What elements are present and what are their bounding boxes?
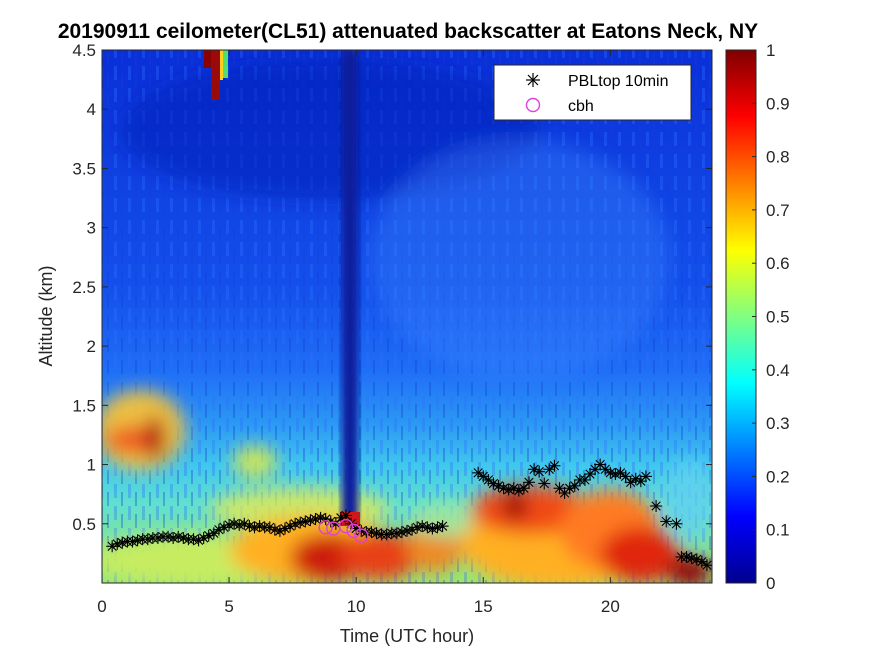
colorbar-tick-label: 0.5 — [766, 308, 790, 327]
colorbar-tick-label: 0.7 — [766, 201, 790, 220]
y-tick-label: 4.5 — [72, 41, 96, 60]
pbl-point — [650, 500, 663, 513]
pbl-point — [568, 479, 581, 492]
legend-label-cbh: cbh — [568, 98, 594, 115]
x-tick-label: 5 — [224, 597, 233, 616]
pbl-point — [634, 475, 647, 488]
y-axis-label: Altitude (km) — [36, 265, 56, 366]
legend-label-pbl: PBLtop 10min — [568, 73, 669, 90]
y-tick-label: 1.5 — [72, 396, 96, 415]
y-axis: 0.5 1 1.5 2 2.5 3 3.5 4 4.5 — [72, 41, 712, 534]
colorbar-ticks: 0 0.1 0.2 0.3 0.4 0.5 0.6 0.7 0.8 0.9 1 — [752, 41, 790, 593]
pbl-point — [406, 523, 419, 536]
pbl-point — [304, 514, 317, 527]
x-axis-label: Time (UTC hour) — [340, 626, 474, 646]
colorbar-tick-label: 0.4 — [766, 361, 790, 380]
pbl-point — [472, 466, 485, 479]
x-tick-label: 10 — [347, 597, 366, 616]
pbl-point — [660, 515, 673, 528]
pbl-point — [126, 535, 139, 548]
legend-box — [493, 64, 692, 121]
colorbar-gradient — [725, 49, 757, 584]
y-tick-label: 3.5 — [72, 159, 96, 178]
series-layer — [106, 458, 712, 572]
colorbar-tick-label: 0.6 — [766, 254, 790, 273]
pbl-point — [218, 521, 230, 534]
y-tick-label: 2.5 — [72, 278, 96, 297]
y-tick-label: 1 — [87, 456, 96, 475]
pbl-point — [690, 553, 703, 566]
pbl-point — [263, 521, 276, 534]
x-axis: 0 5 10 15 20 — [97, 50, 620, 616]
pbl-point — [533, 465, 546, 478]
pbl-point — [543, 463, 556, 476]
pbl-point — [695, 555, 708, 568]
y-tick-label: 2 — [87, 337, 96, 356]
y-tick-label: 3 — [87, 219, 96, 238]
pbl-point — [578, 473, 591, 486]
pbl-point — [436, 520, 449, 533]
pbl-point — [492, 479, 505, 492]
pbl-point — [284, 520, 297, 533]
pbl-point — [523, 476, 535, 489]
y-tick-label: 0.5 — [72, 515, 96, 534]
colorbar-tick-label: 0 — [766, 574, 775, 593]
colorbar-tick-label: 0.3 — [766, 414, 790, 433]
pbl-point — [548, 459, 561, 472]
legend-cbh-marker — [525, 97, 541, 113]
x-tick-label: 15 — [474, 597, 493, 616]
heatmap-dark-column — [342, 50, 358, 520]
pbl-point — [202, 529, 215, 542]
y-tick-label: 4 — [87, 100, 96, 119]
colorbar-tick-label: 1 — [766, 41, 775, 60]
pbl-point — [482, 473, 495, 486]
pbl-point — [639, 470, 652, 483]
colorbar-tick-label: 0.9 — [766, 94, 790, 113]
pbl-point — [563, 482, 576, 495]
pbl-point — [512, 484, 525, 497]
cbh-point — [338, 518, 354, 534]
axes-box — [101, 49, 713, 584]
colorbar: 0 0.1 0.2 0.3 0.4 0.5 0.6 0.7 0.8 0.9 1 — [725, 41, 790, 593]
pbl-point — [670, 517, 683, 530]
pbl-point — [629, 472, 642, 485]
legend-pbl-marker — [526, 73, 540, 87]
cbh-point — [354, 528, 369, 543]
pbl-point — [279, 522, 291, 535]
pbl-point — [238, 517, 251, 530]
aloft-cloud — [204, 50, 212, 68]
colorbar-tick-label: 0.8 — [766, 148, 790, 167]
pbl-point — [340, 509, 352, 522]
colorbar-tick-label: 0.2 — [766, 467, 790, 486]
cbh-point — [318, 520, 333, 535]
pbl-point — [517, 482, 530, 495]
chart-title: 20190911 ceilometer(CL51) attenuated bac… — [58, 20, 758, 43]
pbl-point — [528, 463, 541, 476]
pbl-point — [106, 540, 119, 553]
legend: PBLtop 10min cbh — [493, 64, 692, 121]
pbl-point — [700, 559, 712, 572]
x-tick-label: 20 — [601, 597, 620, 616]
colorbar-tick-label: 0.1 — [766, 521, 790, 540]
pbl-point — [619, 470, 632, 483]
x-tick-label: 0 — [97, 597, 106, 616]
pbl-point — [538, 477, 551, 490]
cbh-point — [346, 523, 361, 539]
backscatter-heatmap — [102, 50, 712, 583]
